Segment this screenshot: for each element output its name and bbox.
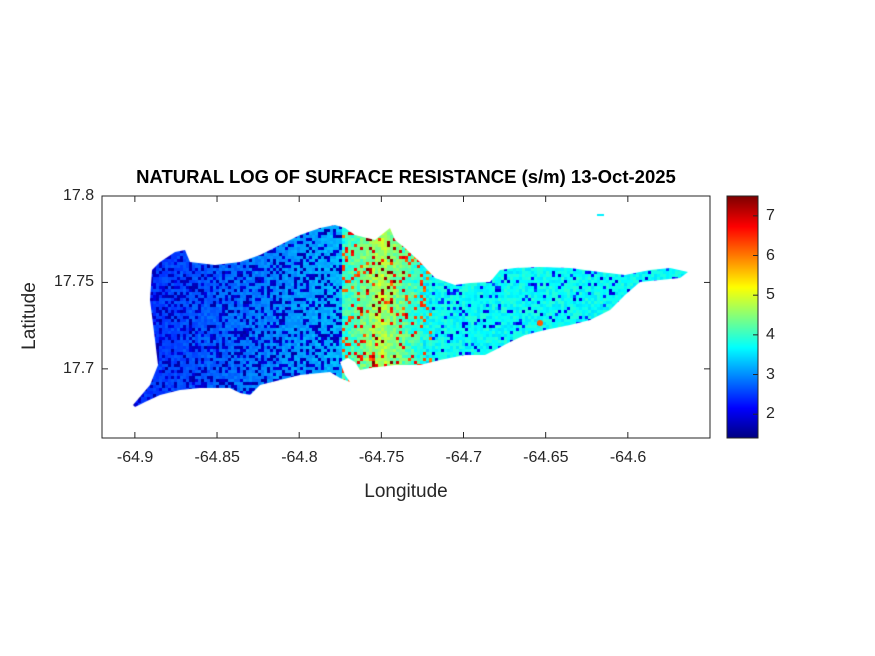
x-tick-label: -64.75 [358, 449, 405, 466]
x-axis-label: Longitude [364, 481, 448, 502]
chart-title: NATURAL LOG OF SURFACE RESISTANCE (s/m) … [136, 166, 676, 187]
x-tick-label: -64.85 [194, 449, 240, 466]
colorbar-tick-label: 6 [766, 246, 775, 264]
colorbar-tick-label: 7 [766, 206, 775, 224]
y-axis-label: Latitude [19, 282, 40, 350]
y-tick-label: 17.75 [54, 273, 95, 291]
x-tick-label: -64.65 [523, 449, 569, 466]
colorbar [727, 196, 758, 438]
colorbar-tick-label: 5 [766, 286, 775, 304]
colorbar-box [726, 195, 759, 439]
x-tick-label: -64.7 [445, 449, 482, 466]
x-tick-label: -64.6 [609, 449, 647, 466]
colorbar-tick-label: 3 [766, 365, 775, 383]
heatmap-field [102, 196, 710, 438]
y-tick-label: 17.8 [63, 187, 95, 204]
axes-box [101, 195, 711, 439]
colorbar-tick-label: 4 [766, 325, 775, 343]
x-tick-label: -64.8 [281, 449, 318, 466]
y-tick-label: 17.7 [63, 359, 95, 377]
x-tick-label: -64.9 [116, 449, 154, 466]
colorbar-tick-label: 2 [766, 405, 775, 423]
